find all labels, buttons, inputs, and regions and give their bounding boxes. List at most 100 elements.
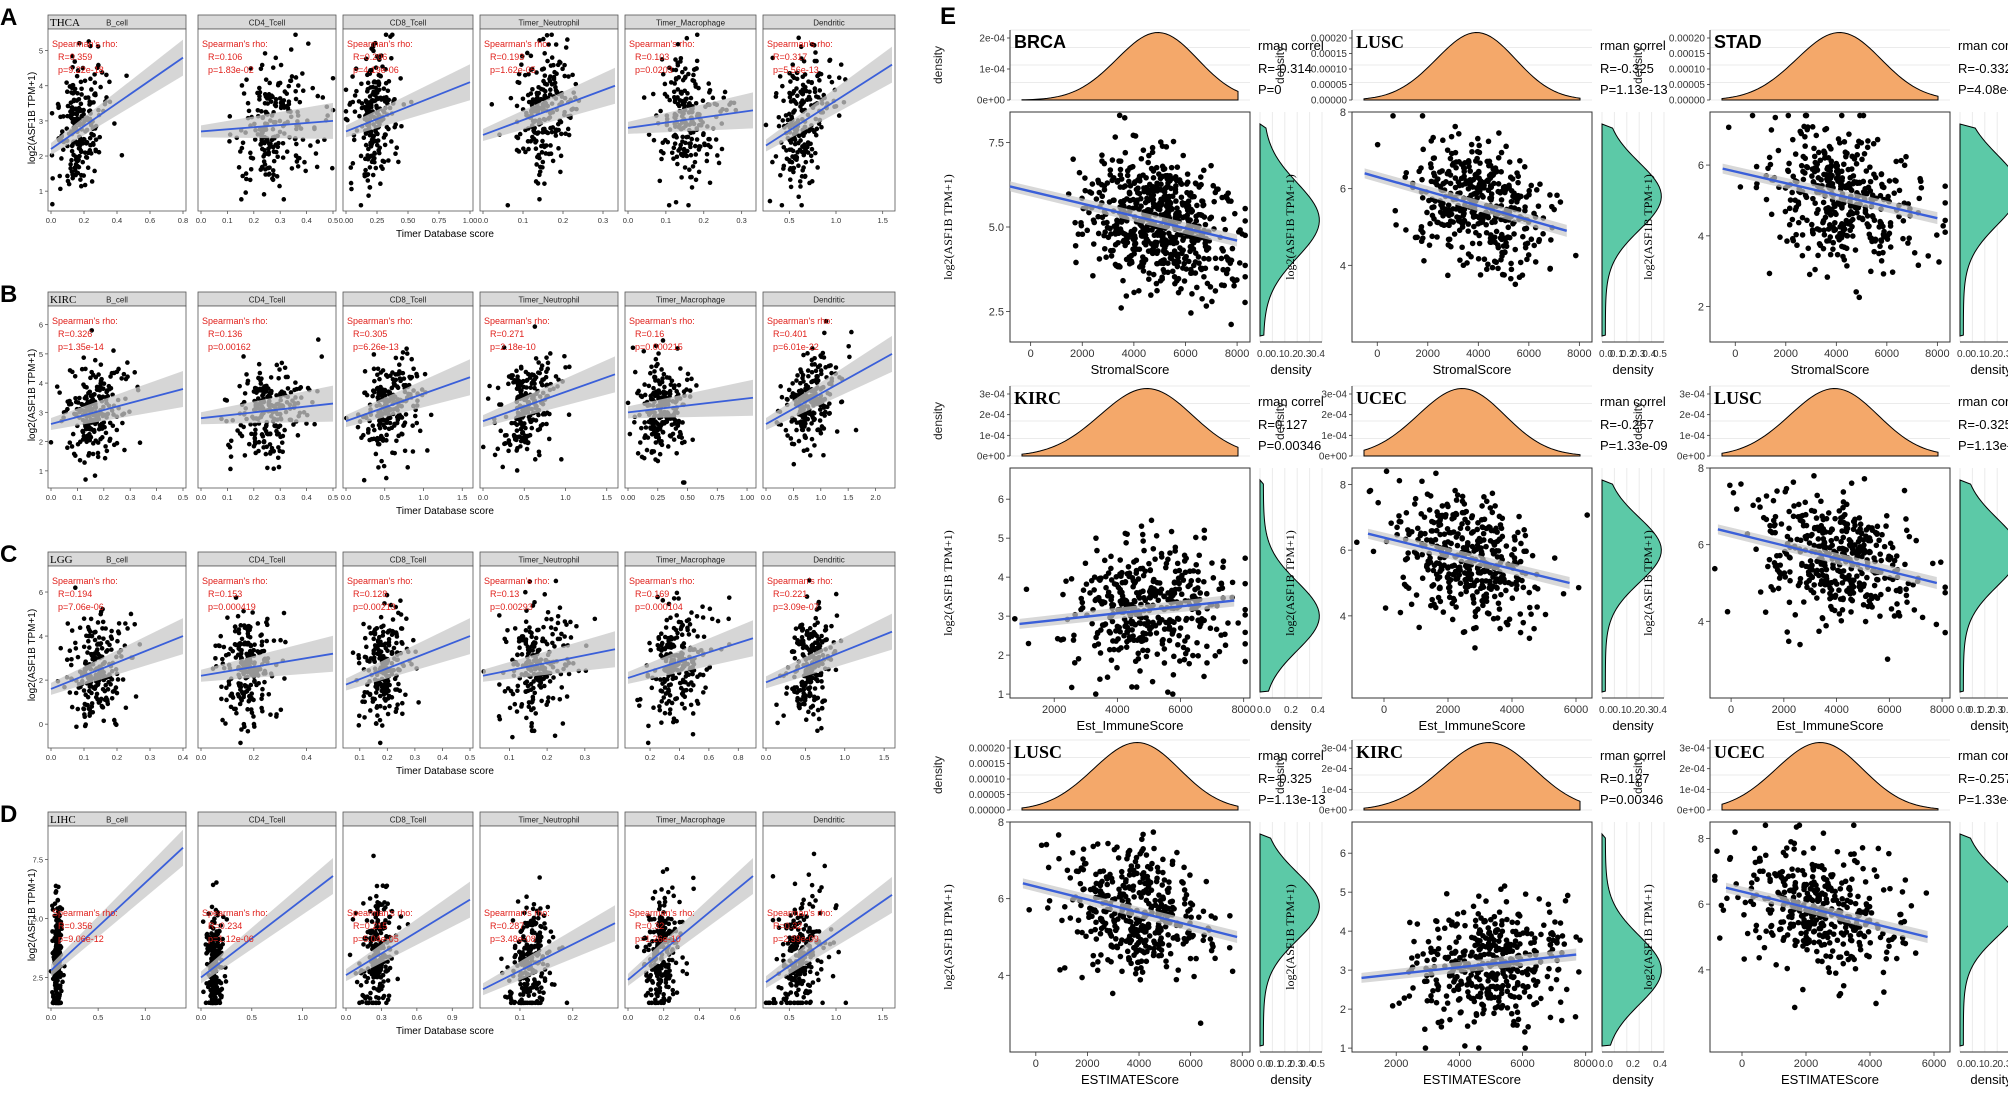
data-point: [82, 702, 87, 707]
data-point: [274, 97, 279, 102]
data-point: [296, 164, 301, 169]
data-point: [818, 418, 823, 423]
data-point: [370, 423, 375, 428]
data-point: [93, 149, 98, 154]
data-point: [306, 386, 311, 391]
data-point: [663, 82, 668, 87]
facet-title: Timer_Macrophage: [656, 556, 726, 565]
data-point: [111, 348, 116, 353]
data-point: [788, 79, 793, 84]
data-point: [523, 426, 528, 431]
data-point: [404, 346, 409, 351]
stat-label: Spearman's rho:: [629, 39, 695, 49]
data-point: [96, 682, 101, 687]
data-point: [382, 464, 387, 469]
data-point: [396, 160, 401, 165]
data-point: [89, 87, 94, 92]
data-point: [253, 441, 258, 446]
data-point: [541, 636, 546, 641]
data-point: [669, 80, 674, 85]
data-point: [285, 149, 290, 154]
data-point: [789, 436, 794, 441]
data-point: [320, 95, 325, 100]
data-point: [694, 178, 699, 183]
data-point: [371, 157, 376, 162]
data-point: [654, 420, 659, 425]
data-point: [497, 682, 502, 687]
stat-pvalue: p=0.00213: [353, 602, 396, 612]
data-point: [296, 156, 301, 161]
data-point: [395, 702, 400, 707]
data-point: [72, 117, 77, 122]
y-axis-label: log2(ASF1B TPM+1): [27, 72, 38, 164]
data-point: [96, 641, 101, 646]
data-point: [263, 92, 268, 97]
data-point: [274, 714, 279, 719]
data-point: [132, 622, 137, 627]
data-point: [271, 168, 276, 173]
data-point: [269, 99, 274, 104]
data-point: [81, 355, 86, 360]
data-point: [564, 45, 569, 50]
data-point: [246, 101, 251, 106]
data-point: [553, 627, 558, 632]
data-point: [294, 97, 299, 102]
data-point: [248, 178, 253, 183]
stat-rho: R=0.13: [490, 589, 519, 599]
data-point: [372, 352, 377, 357]
data-point: [552, 644, 557, 649]
data-point: [236, 653, 241, 658]
facet-title: Dendritic: [813, 296, 845, 305]
x-tick-label: 0.2: [699, 216, 709, 225]
data-point: [65, 399, 70, 404]
data-point: [392, 422, 397, 427]
data-point: [98, 699, 103, 704]
data-point: [654, 364, 659, 369]
data-point: [534, 636, 539, 641]
data-point: [99, 379, 104, 384]
data-point: [275, 145, 280, 150]
data-point: [531, 695, 536, 700]
stat-rho: R=0.305: [353, 329, 387, 339]
data-point: [681, 678, 686, 683]
data-point: [274, 150, 279, 155]
data-point: [809, 358, 814, 363]
data-point: [808, 626, 813, 631]
x-tick-label: 0.5: [380, 493, 390, 502]
data-point: [91, 100, 96, 105]
data-point: [554, 579, 559, 584]
data-point: [90, 179, 95, 184]
data-point: [363, 369, 368, 374]
data-point: [372, 428, 377, 433]
data-point: [351, 161, 356, 166]
data-point: [504, 433, 509, 438]
data-point: [686, 372, 691, 377]
data-point: [266, 692, 271, 697]
data-point: [510, 735, 515, 740]
x-tick-label: 0.5: [519, 493, 529, 502]
data-point: [58, 646, 63, 651]
data-point: [673, 141, 678, 146]
data-point: [701, 690, 706, 695]
data-point: [545, 33, 550, 38]
data-point: [103, 626, 108, 631]
data-point: [92, 169, 97, 174]
data-point: [554, 42, 559, 47]
data-point: [802, 433, 807, 438]
data-point: [68, 368, 73, 373]
data-point: [684, 135, 689, 140]
data-point: [846, 344, 851, 349]
data-point: [302, 160, 307, 165]
data-point: [658, 452, 663, 457]
data-point: [79, 108, 84, 113]
data-point: [534, 356, 539, 361]
data-point: [365, 393, 370, 398]
data-point: [268, 451, 273, 456]
stat-pvalue: p=9.06e-12: [58, 934, 104, 944]
data-point: [287, 99, 292, 104]
data-point: [282, 676, 287, 681]
data-point: [86, 639, 91, 644]
